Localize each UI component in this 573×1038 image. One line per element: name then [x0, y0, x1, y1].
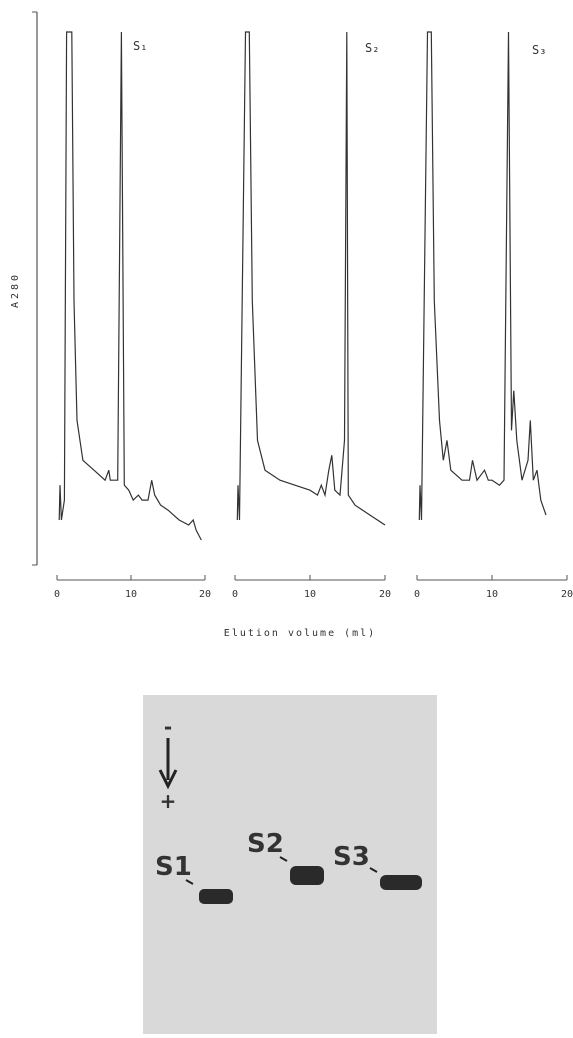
trace [58, 31, 202, 541]
polarity-minus: - [164, 715, 172, 739]
band [199, 889, 233, 904]
x-tick-label: 20 [561, 589, 573, 600]
x-tick-label: 0 [232, 589, 238, 600]
lane-label: S2 [247, 829, 284, 859]
band-pointer [185, 856, 378, 885]
x-tick-label: 10 [125, 589, 137, 600]
lane-label: S1 [155, 852, 192, 882]
arrow-head [158, 769, 178, 790]
peak-label: S₃ [532, 43, 546, 57]
trace [418, 31, 547, 521]
lane-label: S3 [333, 842, 370, 872]
polarity-plus: + [160, 789, 177, 813]
peak-label: S₁ [133, 39, 147, 53]
x-tick-label: 20 [199, 589, 211, 600]
x-tick-label: 10 [304, 589, 316, 600]
y-axis-label: A280 [10, 272, 21, 308]
gel [143, 695, 437, 1034]
x-tick-label: 20 [379, 589, 391, 600]
x-tick-label: 0 [54, 589, 60, 600]
peak-label: S₂ [365, 41, 379, 55]
x-axis-label: Elution volume (ml) [224, 628, 376, 639]
trace [236, 31, 386, 526]
band [380, 875, 422, 890]
x-tick-label: 10 [486, 589, 498, 600]
x-tick-label: 0 [414, 589, 420, 600]
band [290, 866, 324, 885]
